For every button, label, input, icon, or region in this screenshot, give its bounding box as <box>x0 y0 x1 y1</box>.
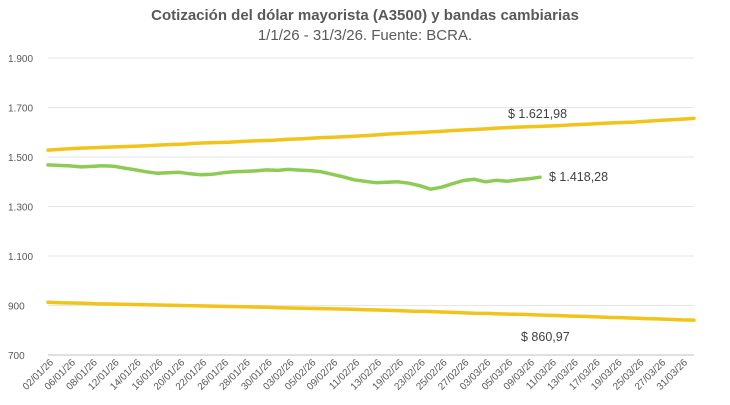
chart-subtitle: 1/1/26 - 31/3/26. Fuente: BCRA. <box>257 27 473 44</box>
y-tick-label: 1.100 <box>8 252 33 263</box>
chart-title: Cotización del dólar mayorista (A3500) y… <box>151 7 579 24</box>
value-label: $ 1.621,98 <box>508 107 567 121</box>
value-label: $ 860,97 <box>521 330 570 344</box>
series-line-2 <box>46 300 696 322</box>
y-tick-label: 1.700 <box>8 104 33 115</box>
y-tick-label: 1.300 <box>8 203 33 214</box>
series-line-1 <box>46 163 542 191</box>
series-line-0 <box>46 116 696 152</box>
y-tick-label: 900 <box>8 302 25 313</box>
y-tick-label: 1.500 <box>8 153 33 164</box>
value-label: $ 1.418,28 <box>549 170 608 184</box>
y-tick-label: 700 <box>8 351 25 362</box>
y-tick-label: 1.900 <box>8 54 33 65</box>
